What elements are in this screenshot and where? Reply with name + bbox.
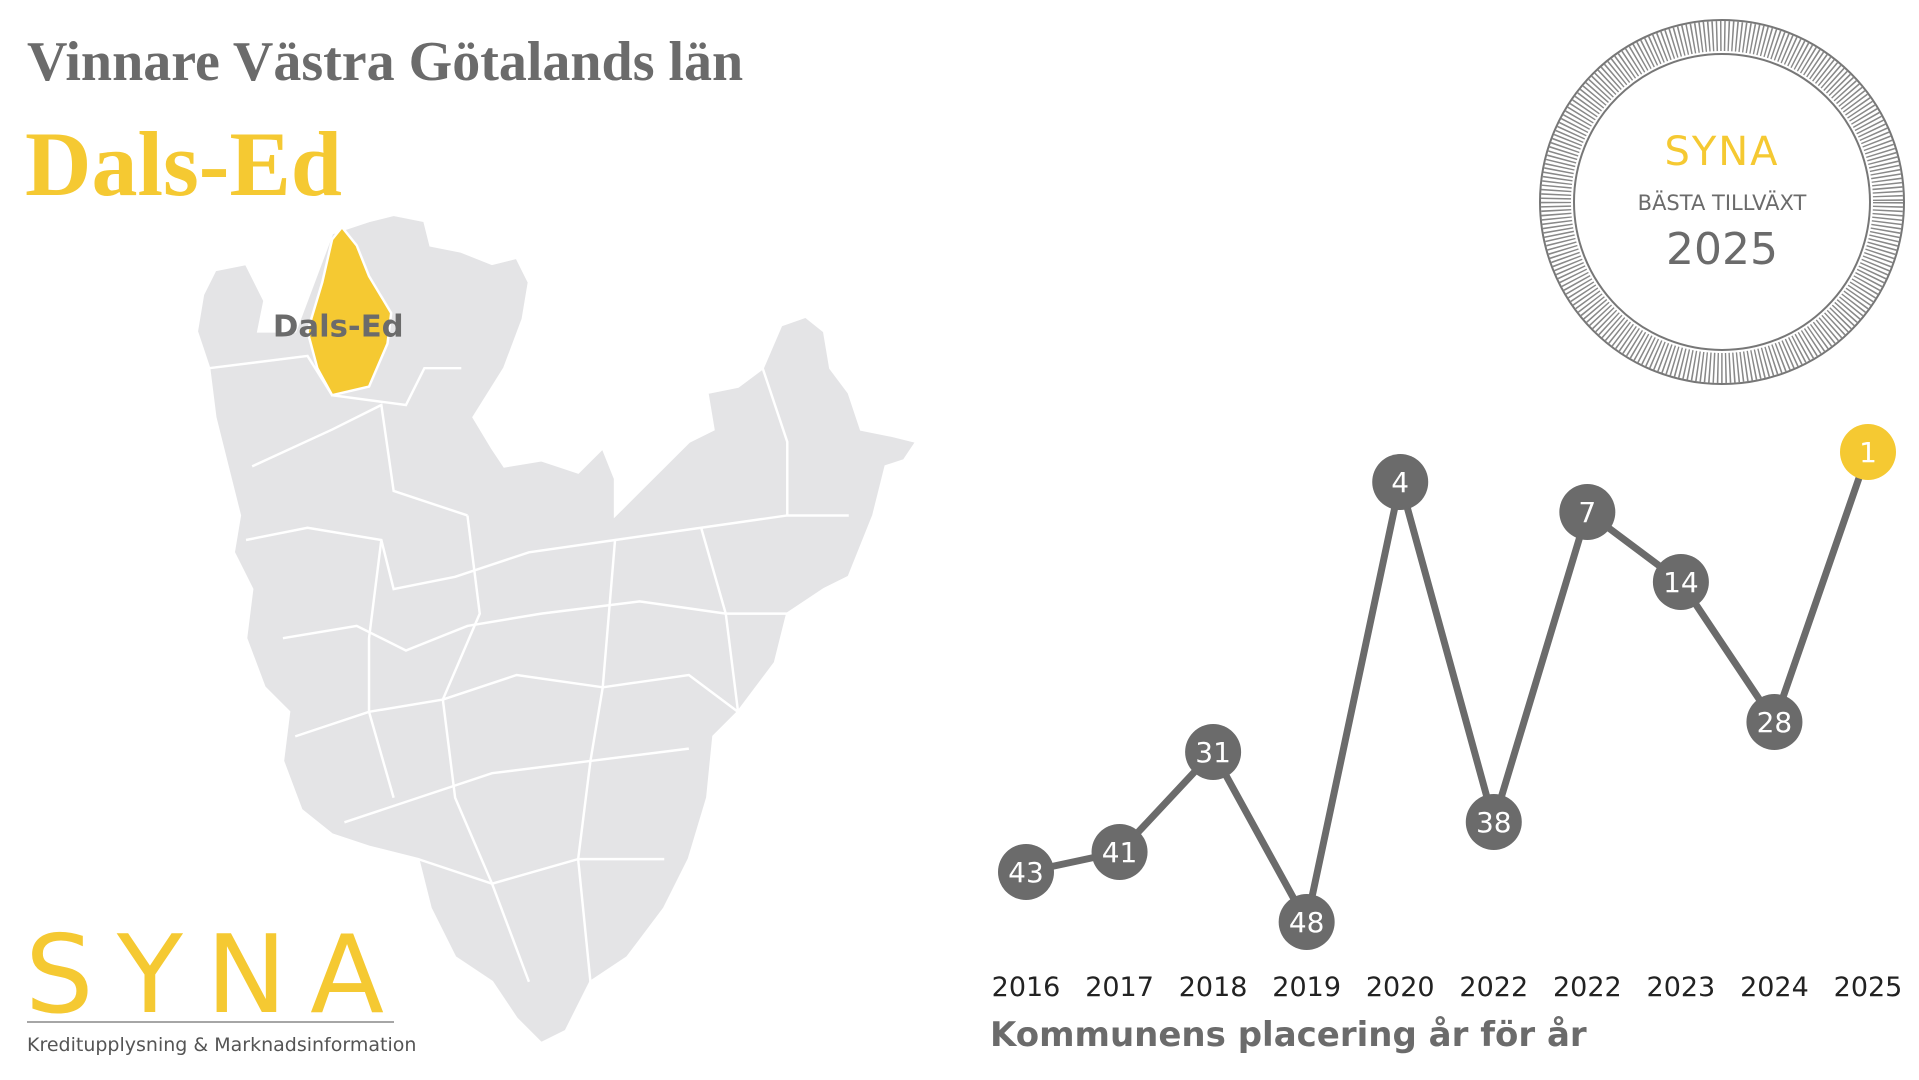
line xyxy=(1025,450,1872,926)
x-tick-label: 2020 xyxy=(1366,972,1435,1003)
map-label: Dals-Ed xyxy=(273,308,404,344)
marker xyxy=(1652,554,1709,610)
x-tick-label: 2018 xyxy=(1179,972,1248,1003)
x-tick-label: 2025 xyxy=(1834,972,1903,1003)
badge-brand: SYNA xyxy=(1664,129,1779,175)
data-label: 41 xyxy=(1102,836,1138,869)
marker xyxy=(1559,484,1616,540)
marker xyxy=(998,844,1054,900)
x-tick-label: 2022 xyxy=(1459,972,1528,1003)
badge-text: BÄSTA TILLVÄXT xyxy=(1638,190,1807,215)
data-label: 14 xyxy=(1663,566,1699,599)
marker xyxy=(1185,724,1242,780)
chart: Kommunens placering år för år 2016 2017 20… xyxy=(990,424,1902,1055)
badge-inner xyxy=(1573,53,1871,351)
marker xyxy=(1091,824,1148,880)
badge-ring xyxy=(1539,19,1905,385)
map-highlight xyxy=(306,225,393,397)
x-tick-label: 2024 xyxy=(1740,972,1809,1003)
logo-brand: SYNA xyxy=(25,913,390,1038)
marker xyxy=(1840,424,1896,480)
data-label: 28 xyxy=(1757,706,1793,739)
logo: SYNA Kreditupplysning & Marknadsinformat… xyxy=(25,913,416,1056)
data-label: 48 xyxy=(1289,906,1325,939)
data-label: 43 xyxy=(1008,856,1044,889)
map-region xyxy=(195,213,919,1045)
marker xyxy=(1465,794,1522,850)
logo-tagline: Kreditupplysning & Marknadsinformation xyxy=(27,1034,416,1056)
map-borders xyxy=(208,354,849,983)
x-tick-label: 2017 xyxy=(1085,972,1154,1003)
data-label: 31 xyxy=(1195,736,1231,769)
badge-pattern xyxy=(1541,21,1903,383)
title: Vinnare Västra Götalands län xyxy=(27,31,743,93)
marker xyxy=(1278,894,1335,950)
marker xyxy=(1746,694,1803,750)
subtitle: Dals-Ed xyxy=(25,113,342,215)
x-axis-label: Kommunens placering år för år xyxy=(990,1015,1587,1055)
x-tick-label: 2016 xyxy=(992,972,1061,1003)
data-label: 4 xyxy=(1391,466,1409,499)
badge: SYNA BÄSTA TILLVÄXT 2025 xyxy=(1539,19,1905,385)
marker xyxy=(1372,454,1429,510)
data-label: 38 xyxy=(1476,806,1512,839)
badge-year: 2025 xyxy=(1666,224,1778,275)
map: Dals-Ed xyxy=(195,213,919,1045)
data-label: 7 xyxy=(1578,496,1596,529)
x-tick-label: 2019 xyxy=(1272,972,1341,1003)
x-tick-label: 2023 xyxy=(1647,972,1716,1003)
data-label: 1 xyxy=(1859,436,1877,469)
x-tick-label: 2022 xyxy=(1553,972,1622,1003)
